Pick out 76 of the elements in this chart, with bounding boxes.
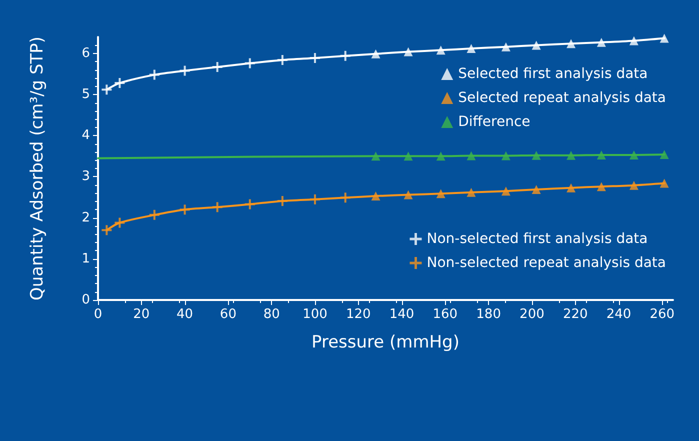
point: [180, 66, 190, 76]
point: [436, 152, 446, 161]
y-tick-label: 2: [82, 210, 90, 226]
point: [310, 194, 320, 204]
point: [340, 192, 350, 203]
point: [532, 40, 541, 50]
point: [114, 78, 125, 88]
point: [102, 84, 112, 95]
x-tick-label: 240: [606, 307, 632, 322]
point: [371, 49, 380, 58]
point: [566, 39, 576, 48]
point: [566, 183, 576, 192]
y-axis-title: Quantity Adsorbed (cm³/g STP): [28, 36, 48, 301]
x-tick-label: 0: [94, 307, 102, 322]
point: [532, 184, 541, 194]
point: [466, 188, 476, 197]
point: [404, 152, 413, 161]
point: [310, 52, 320, 63]
legend-label: Non-selected repeat analysis data: [426, 255, 666, 271]
point: [660, 34, 669, 43]
point: [596, 150, 606, 160]
point: [371, 152, 380, 161]
point: [466, 151, 476, 160]
x-tick-label: 40: [176, 307, 194, 322]
point: [436, 46, 446, 55]
x-tick-label: 160: [432, 307, 458, 322]
point: [532, 150, 541, 160]
point: [102, 225, 112, 236]
point: [629, 180, 638, 190]
point: [404, 190, 413, 200]
point: [114, 218, 125, 228]
point: [660, 150, 669, 160]
point: [436, 189, 446, 198]
x-tick-label: 120: [346, 307, 371, 322]
x-tick-label: 140: [389, 307, 414, 322]
y-tick-label: 4: [82, 128, 90, 144]
point: [277, 55, 288, 66]
x-tick-label: 80: [263, 307, 280, 322]
point: [244, 199, 255, 210]
point: [660, 178, 669, 188]
x-tick-label: 60: [220, 307, 236, 322]
x-axis-title: Pressure (mmHg): [312, 332, 460, 352]
point: [466, 44, 476, 54]
point: [371, 192, 380, 201]
point: [501, 186, 510, 196]
point: [149, 70, 160, 80]
point: [566, 150, 576, 160]
legend-label: Difference: [458, 114, 530, 130]
y-tick-label: 6: [82, 46, 90, 61]
point: [277, 196, 288, 206]
point: [404, 47, 413, 56]
y-tick-label: 0: [82, 292, 90, 308]
legend-label: Non-selected first analysis data: [426, 231, 648, 247]
point: [149, 210, 160, 220]
legend-label: Selected repeat analysis data: [458, 90, 666, 106]
y-tick-label: 3: [82, 169, 90, 184]
x-tick-label: 260: [650, 307, 675, 322]
x-tick-label: 20: [133, 307, 150, 322]
point: [212, 202, 222, 212]
y-tick-label: 1: [82, 251, 90, 266]
point: [501, 42, 510, 52]
point: [629, 150, 638, 160]
x-tick-label: 200: [520, 307, 544, 322]
point: [596, 182, 606, 192]
x-tick-label: 220: [562, 307, 588, 322]
y-tick-label: 5: [82, 87, 90, 102]
point: [501, 151, 510, 160]
point: [629, 36, 638, 46]
x-tick-label: 100: [302, 307, 328, 322]
x-tick-label: 180: [476, 307, 501, 322]
point: [596, 38, 606, 47]
legend-label: Selected first analysis data: [458, 66, 648, 82]
point: [244, 58, 255, 68]
point: [180, 204, 190, 215]
point: [212, 62, 222, 72]
point: [340, 50, 350, 61]
